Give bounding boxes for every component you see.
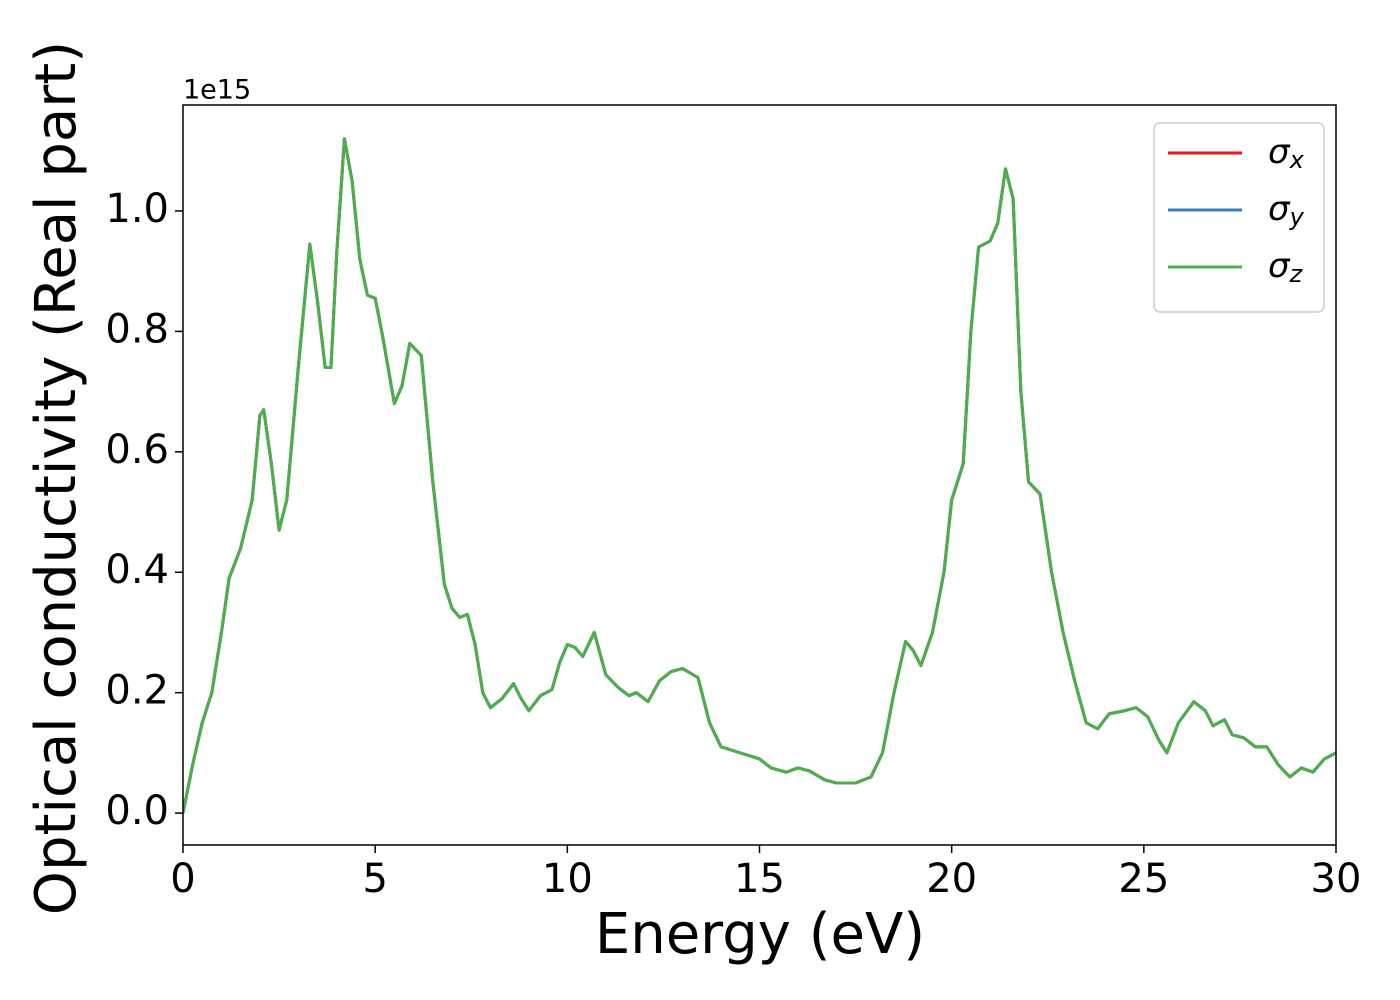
y-tick-label: 1.0 (105, 186, 169, 232)
y-tick-label: 0.4 (105, 547, 169, 593)
x-tick-label: 25 (1118, 856, 1169, 902)
y-tick-label: 0.8 (105, 306, 169, 352)
legend-label: σz (1268, 246, 1304, 289)
y-tick-label: 0.6 (105, 427, 169, 473)
x-axis-label: Energy (eV) (595, 902, 925, 967)
x-tick-label: 30 (1311, 856, 1362, 902)
y-axis-label: Optical conductivity (Real part) (24, 41, 89, 915)
series-line (183, 137, 1336, 814)
legend-label: σy (1268, 189, 1305, 232)
x-tick-label: 5 (362, 856, 387, 902)
x-tick-label: 20 (926, 856, 977, 902)
y-tick-label: 0.2 (105, 668, 169, 714)
y-tick-label: 0.0 (105, 788, 169, 834)
x-tick-label: 0 (170, 856, 195, 902)
plot-frame (182, 104, 1337, 846)
y-offset-label: 1e15 (183, 75, 251, 106)
x-tick-label: 10 (542, 856, 593, 902)
legend-box (1153, 122, 1325, 313)
x-tick-label: 15 (734, 856, 785, 902)
legend-label: σx (1268, 132, 1305, 175)
